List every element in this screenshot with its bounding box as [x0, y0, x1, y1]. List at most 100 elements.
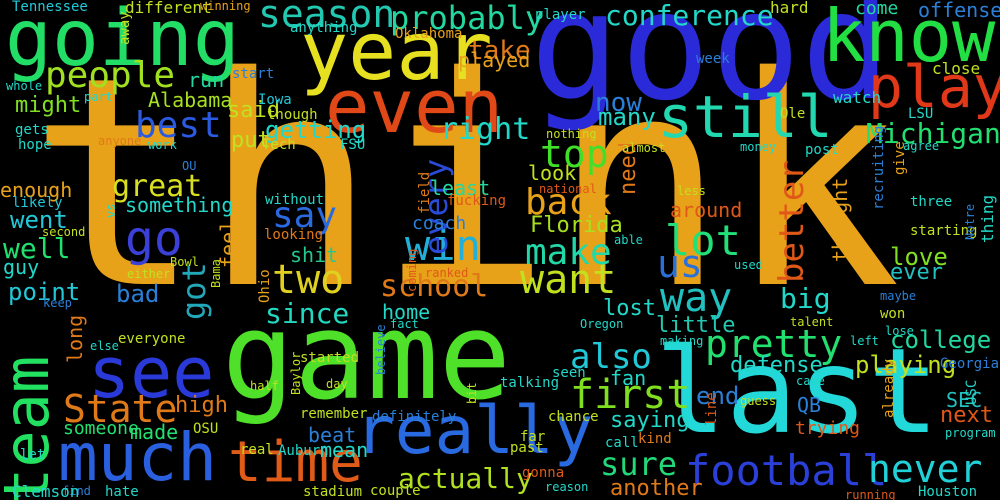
word-nothing: nothing [546, 127, 597, 141]
word-fact: fact [390, 317, 419, 331]
word-win: win [405, 221, 481, 270]
word-ranked: ranked [425, 266, 469, 280]
word-people: people [45, 55, 176, 96]
word-college: college [890, 326, 992, 354]
word-say: say [272, 195, 338, 236]
word-go: go [125, 211, 183, 267]
word-saying: saying [610, 408, 690, 433]
word-enough: enough [0, 178, 73, 202]
word-though: though [267, 107, 318, 123]
word-sure: sure [600, 445, 678, 483]
word-likely: likely [12, 195, 63, 211]
word-almost: almost [622, 141, 666, 155]
word-point: point [8, 278, 81, 306]
word-stadium: stadium [303, 484, 363, 500]
word-reason: reason [545, 480, 589, 494]
word-else: else [90, 339, 119, 353]
word-iowa: Iowa [258, 92, 292, 108]
word-play: play [868, 53, 1000, 121]
word-fsu: FSU [340, 137, 366, 153]
word-least: least [430, 176, 491, 200]
word-everyone: everyone [118, 331, 186, 347]
word-went: went [10, 206, 68, 234]
word-whole: whole [6, 79, 43, 93]
word-lost: lost [603, 296, 656, 321]
word-back: back [525, 182, 612, 223]
word-second: second [42, 225, 86, 239]
word-give: give [892, 141, 908, 175]
word-start: start [232, 66, 275, 82]
word-sec: SEC [946, 388, 983, 412]
word-looking: looking [264, 227, 324, 243]
word-chance: chance [548, 409, 599, 425]
word-since: since [265, 297, 350, 330]
word-less: less [677, 184, 706, 198]
word-probably: probably [390, 0, 545, 37]
word-football: football [685, 446, 888, 495]
word-came: came [796, 374, 825, 388]
word-trying: trying [795, 418, 861, 439]
word-another: another [610, 476, 703, 500]
word-bama: Bama [209, 259, 223, 288]
word-michigan: Michigan [866, 117, 1000, 150]
word-little: little [656, 313, 736, 338]
word-left: left [850, 334, 879, 348]
word-season: season [258, 0, 396, 36]
word-ole: Ole [780, 106, 806, 122]
word-us: us [657, 242, 703, 286]
word-well: well [3, 232, 71, 265]
word-thought: thought [828, 177, 852, 262]
word-houston: Houston [918, 484, 978, 500]
word-post: post [805, 142, 839, 158]
word-bit: bit [465, 382, 479, 404]
word-different: different [125, 0, 212, 17]
word-love: love [890, 243, 948, 271]
word-kind: kind [638, 431, 672, 447]
word-next: next [940, 403, 993, 428]
word-lose: lose [885, 324, 914, 338]
word-recruiting: recruiting [871, 125, 887, 210]
word-know: know [822, 0, 996, 78]
word-two: two [272, 257, 345, 303]
word-used: used [734, 258, 763, 272]
word-tennessee: Tennessee [12, 0, 88, 15]
word-week: week [696, 51, 730, 67]
word-past: past [510, 440, 544, 456]
word-tech: Tech [262, 137, 296, 153]
word-got: got [175, 262, 213, 320]
word-never: never [868, 447, 983, 491]
word-good: good [530, 0, 892, 134]
word-auburn: Auburn [278, 443, 329, 459]
word-already: already [881, 358, 897, 418]
word-florida: Florida [530, 213, 623, 238]
word-work: work [148, 138, 177, 152]
word-real: real [240, 442, 274, 458]
word-something: something [125, 193, 234, 217]
word-talking: talking [500, 375, 560, 391]
word-team: team [0, 355, 63, 500]
word-watch: watch [833, 88, 882, 107]
word-running: running [845, 488, 896, 500]
word-played: played [458, 48, 531, 72]
word-starting: starting [910, 223, 978, 239]
word-ohio: Ohio [257, 269, 273, 303]
word-might: might [15, 93, 82, 118]
word-made: made [130, 420, 179, 444]
word-home: home [382, 300, 431, 324]
word-program: program [945, 426, 996, 440]
word-oregon: Oregon [580, 317, 624, 331]
word-put: put [231, 128, 271, 153]
word-mean: mean [320, 438, 369, 462]
word-notre: Notre [963, 203, 977, 240]
word-lsu: LSU [908, 106, 934, 122]
word-offense: offense [918, 0, 1000, 22]
word-bad: bad [116, 280, 160, 308]
word-qb: QB [797, 393, 822, 417]
word-beat: beat [308, 423, 357, 447]
word-coach: coach [412, 213, 467, 234]
word-gonna: gonna [522, 465, 565, 481]
word-great: great [112, 169, 203, 204]
word-part: part [84, 90, 113, 104]
word-end: end [696, 382, 740, 410]
